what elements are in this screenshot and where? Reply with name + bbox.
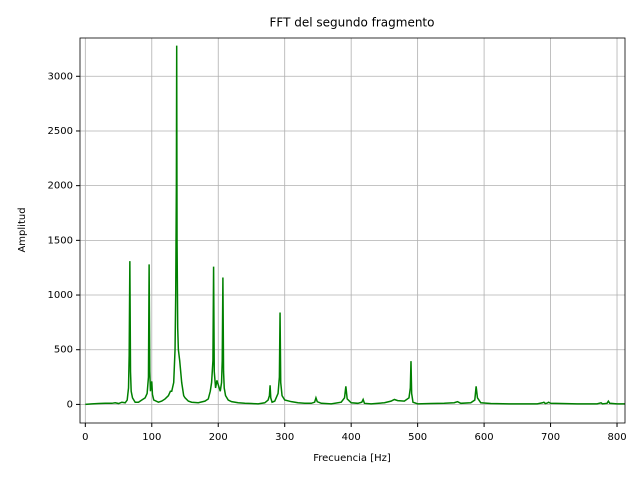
y-tick-label: 0	[67, 399, 73, 410]
y-tick-label: 2000	[48, 181, 73, 192]
y-tick-label: 1000	[48, 290, 73, 301]
line	[85, 45, 625, 406]
x-tick-label: 100	[142, 432, 161, 443]
y-tick-label: 1500	[48, 235, 73, 246]
x-tick-label: 600	[475, 432, 494, 443]
x-tick-label: 200	[209, 432, 228, 443]
x-tick-label: 400	[342, 432, 361, 443]
x-tick-label: 0	[82, 432, 88, 443]
y-tick-label: 2500	[48, 126, 73, 137]
x-tick-label: 700	[541, 432, 560, 443]
x-tick-label: 300	[275, 432, 294, 443]
x-axis-label: Frecuencia [Hz]	[313, 453, 391, 464]
x-tick-label: 800	[607, 432, 626, 443]
plot-frame	[79, 37, 626, 424]
y-tick-label: 3000	[48, 71, 73, 82]
chart-title: FFT del segundo fragmento	[270, 16, 435, 30]
x-tick-label: 500	[408, 432, 427, 443]
y-axis-label: Amplitud	[17, 207, 28, 252]
y-tick-label: 500	[54, 345, 73, 356]
